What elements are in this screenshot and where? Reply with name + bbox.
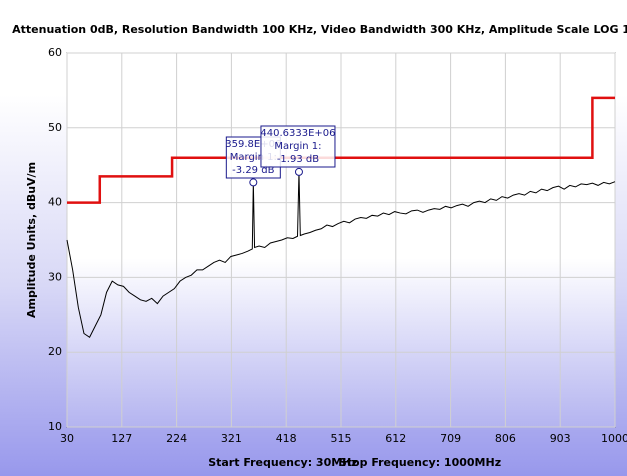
annotation-text: Margin 1: xyxy=(274,141,321,152)
annotation-text: 359.8E+06 xyxy=(225,139,281,150)
annotation-marker xyxy=(294,167,303,176)
y-tick-label: 40 xyxy=(48,196,62,209)
y-tick-label: 10 xyxy=(48,420,62,433)
annotation-marker xyxy=(249,178,258,187)
y-tick-label: 20 xyxy=(48,345,62,358)
x-tick-label: 30 xyxy=(60,432,74,445)
y-tick-label: 60 xyxy=(48,46,62,59)
x-tick-label: 515 xyxy=(331,432,352,445)
x-tick-label: 709 xyxy=(440,432,461,445)
series-line xyxy=(66,171,616,338)
y-tick-label: 30 xyxy=(48,270,62,283)
series-line xyxy=(67,96,615,204)
x-tick-label: 612 xyxy=(385,432,406,445)
x-tick-label: 806 xyxy=(495,432,516,445)
x-tick-label: 224 xyxy=(166,432,187,445)
x-tick-label: 903 xyxy=(550,432,571,445)
x-tick-label: 127 xyxy=(111,432,132,445)
y-axis-label: Amplitude Units, dBuV/m xyxy=(25,162,38,318)
annotation-text: -1.93 dB xyxy=(277,154,319,165)
x-axis-label: Stop Frequency: 1000MHz xyxy=(339,456,501,469)
annotation-text: Margin 1: xyxy=(230,152,277,163)
annotation-text: 440.6333E+06 xyxy=(260,128,335,139)
chart-title: Attenuation 0dB, Resolution Bandwidth 10… xyxy=(12,23,627,36)
x-axis-label: Start Frequency: 30MHz xyxy=(208,456,358,469)
x-tick-label: 1000 xyxy=(601,432,627,445)
x-tick-label: 418 xyxy=(276,432,297,445)
annotation-box xyxy=(260,125,336,168)
x-tick-label: 321 xyxy=(221,432,242,445)
y-tick-label: 50 xyxy=(48,121,62,134)
annotation-text: -3.29 dB xyxy=(232,165,274,176)
